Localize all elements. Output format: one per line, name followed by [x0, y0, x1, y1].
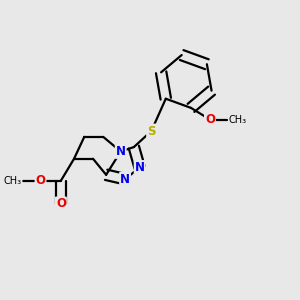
Text: S: S [147, 124, 156, 137]
Text: O: O [205, 113, 215, 126]
Text: CH₃: CH₃ [229, 115, 247, 124]
Text: N: N [116, 145, 126, 158]
Text: N: N [120, 173, 130, 186]
Text: O: O [35, 174, 46, 187]
Text: CH₃: CH₃ [4, 176, 22, 186]
Text: O: O [56, 197, 66, 211]
Text: N: N [135, 161, 145, 174]
